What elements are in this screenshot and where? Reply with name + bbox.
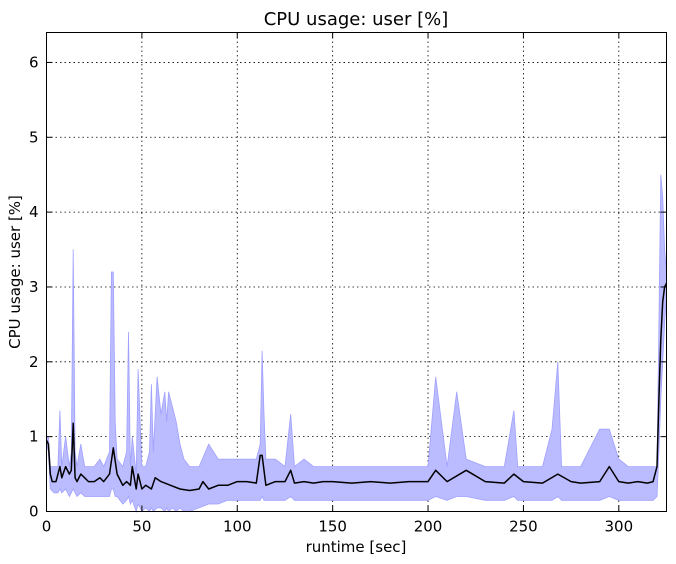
y-tick-label: 6	[29, 53, 39, 71]
x-tick-label: 250	[509, 518, 538, 536]
x-axis-label: runtime [sec]	[306, 538, 407, 556]
x-tick-label: 300	[604, 518, 633, 536]
y-tick-label: 1	[29, 428, 39, 446]
x-tick-label: 200	[414, 518, 443, 536]
line-layer	[45, 282, 668, 492]
y-tick-label: 3	[29, 278, 39, 296]
std-dev-band	[46, 174, 667, 513]
y-tick-label: 2	[29, 353, 39, 371]
y-tick-label: 0	[29, 503, 39, 521]
x-tick-label: 50	[132, 518, 151, 536]
tick-marks	[46, 32, 667, 512]
y-tick-labels: 0 1 2 3 4 5 6	[29, 53, 39, 520]
x-tick-label: 0	[42, 518, 52, 536]
x-tick-label: 100	[223, 518, 252, 536]
mean-line	[45, 282, 668, 492]
y-axis-label: CPU usage: user [%]	[6, 195, 24, 349]
x-tick-label: 150	[318, 518, 347, 536]
y-tick-label: 4	[29, 203, 39, 221]
x-tick-labels: 0 50 100 150 200 250 300	[42, 518, 633, 536]
plot-frame	[46, 32, 667, 512]
y-tick-label: 5	[29, 128, 39, 146]
band-layer	[46, 174, 667, 513]
chart-title: CPU usage: user [%]	[264, 9, 449, 30]
